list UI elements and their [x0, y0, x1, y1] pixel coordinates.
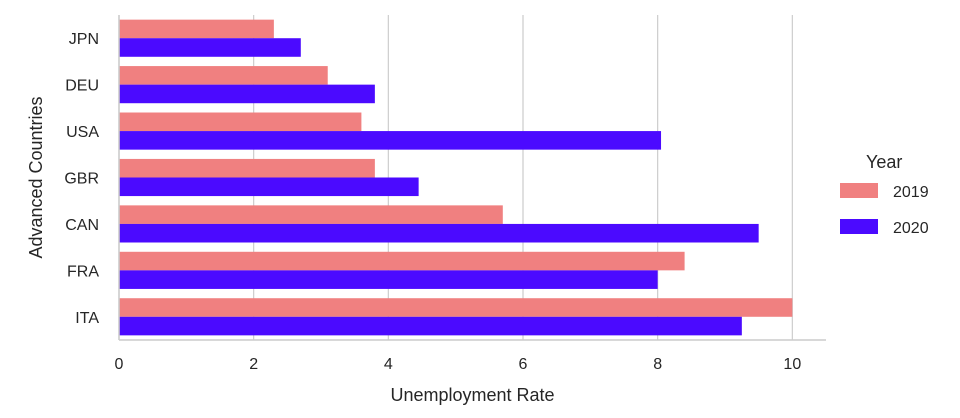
x-tick-label: 10	[783, 356, 801, 373]
axes	[118, 15, 826, 341]
y-tick-label: DEU	[65, 78, 99, 95]
bars	[119, 19, 793, 336]
bar-gbr-2019	[119, 158, 375, 178]
y-tick-label: JPN	[69, 31, 99, 48]
y-tick-label: USA	[66, 124, 99, 141]
legend-swatch-2020	[840, 219, 878, 234]
legend: Year 2019 2020	[840, 152, 929, 237]
y-axis-title: Advanced Countries	[26, 96, 46, 258]
bar-can-2020	[119, 223, 759, 243]
bar-usa-2019	[119, 112, 362, 132]
x-axis-title: Unemployment Rate	[390, 385, 554, 405]
bar-fra-2020	[119, 270, 658, 289]
x-tick-label: 4	[384, 356, 393, 373]
legend-swatch-2019	[840, 183, 878, 198]
bar-can-2019	[119, 205, 503, 224]
bar-ita-2020	[119, 316, 742, 336]
bar-usa-2020	[119, 131, 662, 150]
x-tick-label: 6	[519, 356, 528, 373]
bar-gbr-2020	[119, 177, 419, 197]
tick-labels: 0 2 4 6 8 10 JPN DEU USA GBR CAN FRA ITA	[64, 31, 801, 373]
x-tick-label: 0	[115, 356, 124, 373]
y-tick-label: FRA	[67, 263, 99, 280]
x-tick-label: 8	[653, 356, 662, 373]
bar-deu-2020	[119, 84, 375, 104]
bar-jpn-2020	[119, 38, 301, 57]
y-tick-label: GBR	[64, 171, 99, 188]
bar-ita-2019	[119, 298, 793, 317]
bar-deu-2019	[119, 66, 328, 85]
x-tick-label: 2	[249, 356, 258, 373]
bar-jpn-2019	[119, 19, 274, 39]
y-tick-label: ITA	[75, 310, 99, 327]
bar-fra-2019	[119, 251, 685, 271]
legend-title: Year	[866, 152, 902, 172]
legend-label-2019: 2019	[893, 184, 929, 201]
y-tick-label: CAN	[65, 217, 99, 234]
legend-label-2020: 2020	[893, 220, 929, 237]
